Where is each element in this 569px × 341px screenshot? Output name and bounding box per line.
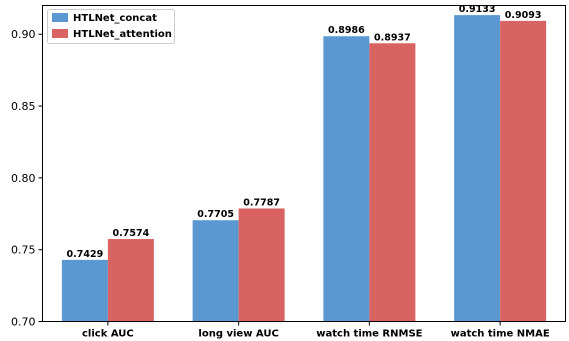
x-axis: click AUC long view AUC watch time RNMSE wa…: [82, 321, 550, 340]
y-tick-label-2: 0.80: [11, 172, 36, 185]
bar-2-1: [369, 43, 416, 322]
bar-3-0: [454, 15, 501, 322]
bar-2-0: [323, 36, 370, 322]
bar-1-1: [238, 208, 285, 322]
value-label-3-0: 0.9133: [459, 4, 496, 15]
y-tick-label-0: 0.70: [11, 316, 36, 329]
bar-3-1: [500, 20, 547, 322]
y-axis: 0.70 0.75 0.80 0.85 0.90: [11, 28, 43, 329]
value-label-3-1: 0.9093: [505, 10, 542, 21]
legend-swatch-0: [52, 13, 68, 22]
plot-frame: [42, 5, 566, 322]
bar-0-1: [107, 239, 154, 322]
y-tick-label-4: 0.90: [11, 28, 36, 41]
y-tick-label-3: 0.85: [11, 100, 36, 113]
value-label-0-1: 0.7574: [113, 228, 150, 239]
value-label-1-0: 0.7705: [197, 209, 234, 220]
x-tick-label-1: long view AUC: [198, 329, 278, 340]
legend: HTLNet_concat HTLNet_attention: [47, 9, 175, 44]
value-label-1-1: 0.7787: [243, 197, 280, 208]
legend-label-0: HTLNet_concat: [73, 13, 157, 24]
value-label-0-0: 0.7429: [67, 249, 104, 260]
y-tick-label-1: 0.75: [11, 244, 36, 257]
x-tick-label-2: watch time RNMSE: [316, 329, 422, 340]
legend-swatch-1: [52, 29, 68, 38]
x-tick-label-0: click AUC: [82, 329, 134, 340]
bar-0-0: [61, 259, 108, 322]
value-label-2-0: 0.8986: [328, 25, 365, 36]
bar-1-0: [192, 220, 239, 322]
legend-box: [47, 9, 175, 44]
legend-label-1: HTLNet_attention: [73, 29, 172, 40]
bars: 0.7429 0.7574 0.7705 0.7787 0.8986 0.8937 0.91…: [61, 4, 547, 322]
x-tick-label-3: watch time NMAE: [451, 329, 550, 340]
value-label-2-1: 0.8937: [374, 32, 411, 43]
